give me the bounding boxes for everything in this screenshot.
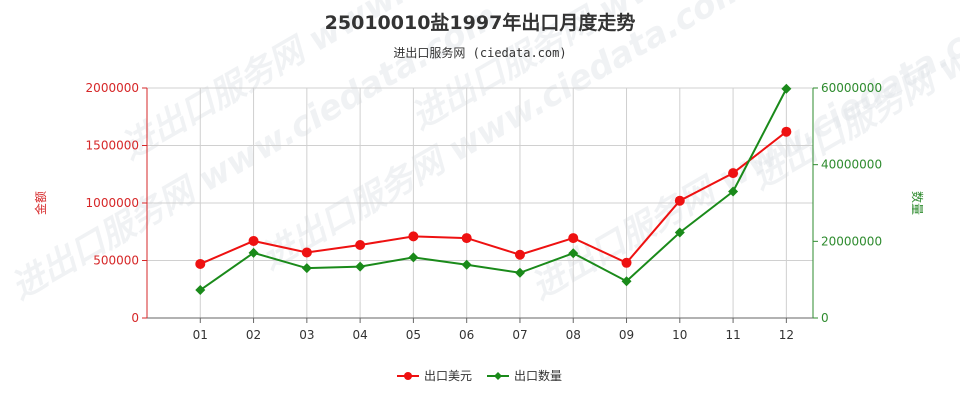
data-point-export-quantity[interactable]	[408, 252, 419, 263]
data-point-export-usd[interactable]	[728, 168, 739, 179]
data-point-export-quantity[interactable]	[248, 247, 259, 258]
data-point-export-usd[interactable]	[781, 126, 792, 137]
data-point-export-quantity[interactable]	[781, 83, 792, 94]
x-tick-label: 01	[193, 328, 208, 342]
series-line-export-quantity	[199, 88, 788, 291]
y-axis-left-label: 金额	[33, 191, 48, 215]
data-point-export-usd[interactable]	[674, 195, 685, 206]
series-layer	[195, 83, 792, 296]
data-point-export-quantity[interactable]	[568, 248, 579, 259]
x-tick-label: 04	[352, 328, 367, 342]
legend[interactable]: 出口美元 出口数量	[397, 368, 562, 383]
y-right-tick-label: 0	[821, 311, 829, 325]
x-tick-label: 08	[566, 328, 581, 342]
x-tick-label: 05	[406, 328, 421, 342]
data-point-export-usd[interactable]	[621, 257, 632, 268]
x-tick-label: 03	[299, 328, 314, 342]
y-left-tick-label: 1000000	[86, 196, 139, 210]
legend-marker-circle	[404, 372, 412, 380]
data-point-export-usd[interactable]	[355, 239, 366, 250]
data-point-export-quantity[interactable]	[674, 227, 685, 238]
data-point-export-quantity[interactable]	[461, 259, 472, 270]
data-point-export-usd[interactable]	[195, 258, 206, 269]
y-left-tick-label: 2000000	[86, 81, 139, 95]
data-point-export-quantity[interactable]	[355, 261, 366, 272]
data-point-export-usd[interactable]	[461, 233, 472, 244]
x-tick-label: 10	[672, 328, 687, 342]
x-tick-label: 12	[779, 328, 794, 342]
data-point-export-quantity[interactable]	[728, 186, 739, 197]
legend-label: 出口美元	[424, 369, 472, 383]
data-point-export-quantity[interactable]	[514, 267, 525, 278]
axes: 0500000100000015000002000000020000000400…	[86, 81, 883, 342]
y-left-tick-label: 1500000	[86, 139, 139, 153]
y-left-tick-label: 0	[131, 311, 139, 325]
x-tick-label: 07	[512, 328, 527, 342]
y-right-tick-label: 40000000	[821, 158, 882, 172]
data-point-export-quantity[interactable]	[195, 285, 206, 296]
chart-title: 25010010盐1997年出口月度走势	[325, 11, 636, 34]
y-right-tick-label: 20000000	[821, 234, 882, 248]
legend-item-export-usd[interactable]: 出口美元	[397, 369, 472, 383]
x-tick-label: 06	[459, 328, 474, 342]
legend-marker-diamond	[494, 372, 502, 380]
y-left-tick-label: 500000	[93, 254, 139, 268]
series-line-export-usd	[199, 130, 787, 265]
data-point-export-usd[interactable]	[568, 233, 579, 244]
data-point-export-quantity[interactable]	[301, 263, 312, 274]
data-point-export-usd[interactable]	[408, 231, 419, 242]
y-axis-right-label: 数量	[910, 191, 925, 215]
data-point-export-usd[interactable]	[248, 235, 259, 246]
x-tick-label: 02	[246, 328, 261, 342]
legend-label: 出口数量	[514, 368, 562, 383]
data-point-export-quantity[interactable]	[621, 276, 632, 287]
y-right-tick-label: 60000000	[821, 81, 882, 95]
x-tick-label: 11	[725, 328, 740, 342]
chart-subtitle: 进出口服务网 (ciedata.com)	[393, 45, 566, 60]
legend-item-export-quantity[interactable]: 出口数量	[487, 368, 562, 383]
data-point-export-usd[interactable]	[301, 247, 312, 258]
data-point-export-usd[interactable]	[514, 249, 525, 260]
x-tick-label: 09	[619, 328, 634, 342]
